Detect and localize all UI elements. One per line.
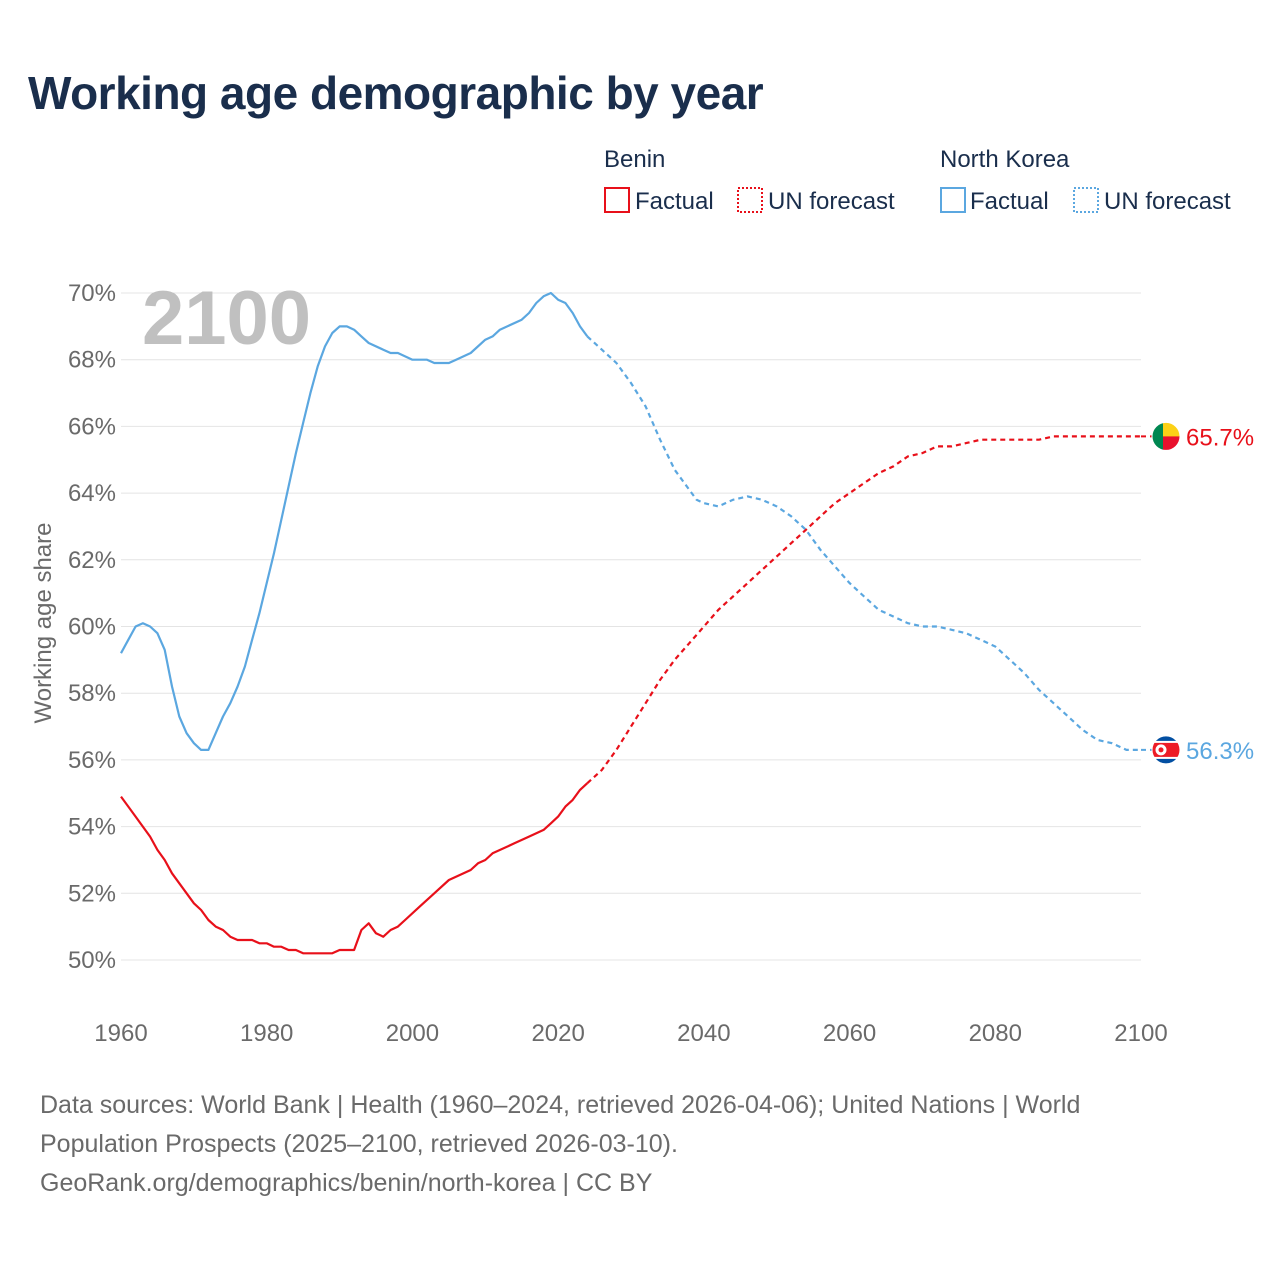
footer-line-2: Population Prospects (2025–2100, retriev…: [40, 1130, 678, 1158]
x-tick-label: 2040: [677, 1020, 730, 1047]
legend-group-benin: Benin: [604, 146, 665, 173]
north-korea-flag-icon: [1151, 735, 1181, 765]
footer-line-1: Data sources: World Bank | Health (1960–…: [40, 1091, 1081, 1119]
end-markers: 65.7% 56.3%: [1141, 421, 1254, 765]
series-line-north-korea-factual[interactable]: [120, 291, 589, 751]
y-tick-label: 64%: [68, 480, 116, 507]
x-tick-label: 2020: [531, 1020, 584, 1047]
x-tick-label: 1960: [94, 1020, 147, 1047]
data-source-footer: Data sources: World Bank | Health (1960–…: [40, 1086, 1220, 1203]
benin-flag-icon: [1151, 421, 1181, 451]
y-tick-label: 68%: [68, 347, 116, 374]
legend-swatch-north-korea-forecast[interactable]: [1073, 187, 1099, 213]
footer-line-3[interactable]: GeoRank.org/demographics/benin/north-kor…: [40, 1169, 653, 1197]
end-value-label-benin: 65.7%: [1186, 424, 1254, 451]
y-tick-label: 70%: [68, 280, 116, 307]
y-tick-label: 52%: [68, 880, 116, 907]
x-tick-label: 2100: [1114, 1020, 1167, 1047]
legend-group-north-korea: North Korea: [940, 146, 1070, 173]
x-tick-label: 2060: [823, 1020, 876, 1047]
series-line-north-korea-forecast[interactable]: [586, 335, 1141, 751]
y-tick-label: 58%: [68, 680, 116, 707]
legend-label-benin-factual[interactable]: Factual: [635, 188, 714, 215]
legend: Benin Factual UN forecast North Korea Fa…: [604, 146, 1231, 215]
year-watermark: 2100: [142, 276, 311, 361]
legend-label-north-korea-factual[interactable]: Factual: [970, 188, 1049, 215]
legend-label-north-korea-forecast[interactable]: UN forecast: [1104, 188, 1231, 215]
y-tick-label: 60%: [68, 614, 116, 641]
series-line-benin-forecast[interactable]: [586, 435, 1141, 785]
x-tick-label: 2080: [969, 1020, 1022, 1047]
series-line-benin-factual[interactable]: [120, 782, 589, 955]
y-tick-label: 56%: [68, 747, 116, 774]
series-lines: [120, 291, 1141, 955]
x-tick-label: 2000: [386, 1020, 439, 1047]
legend-label-benin-forecast[interactable]: UN forecast: [768, 188, 895, 215]
end-value-label-north-korea: 56.3%: [1186, 738, 1254, 765]
y-tick-label: 66%: [68, 413, 116, 440]
grid-lines: [121, 292, 1141, 961]
y-axis-ticks: 50% 52% 54% 56% 58% 60% 62% 64% 66% 68% 70%: [68, 280, 116, 974]
x-axis-ticks: 1960 1980 2000 2020 2040 2060 2080 2100: [94, 1020, 1167, 1047]
legend-swatch-north-korea-factual[interactable]: [940, 187, 966, 213]
y-tick-label: 54%: [68, 814, 116, 841]
y-tick-label: 62%: [68, 547, 116, 574]
line-chart: 2100 50% 52% 54% 56% 58% 60% 62% 64% 66% 68% 70% 1…: [30, 146, 1254, 1047]
y-tick-label: 50%: [68, 947, 116, 974]
x-tick-label: 1980: [240, 1020, 293, 1047]
y-axis-title: Working age share: [30, 523, 57, 724]
chart-title: Working age demographic by year: [28, 67, 764, 119]
legend-swatch-benin-forecast[interactable]: [737, 187, 763, 213]
legend-swatch-benin-factual[interactable]: [604, 187, 630, 213]
